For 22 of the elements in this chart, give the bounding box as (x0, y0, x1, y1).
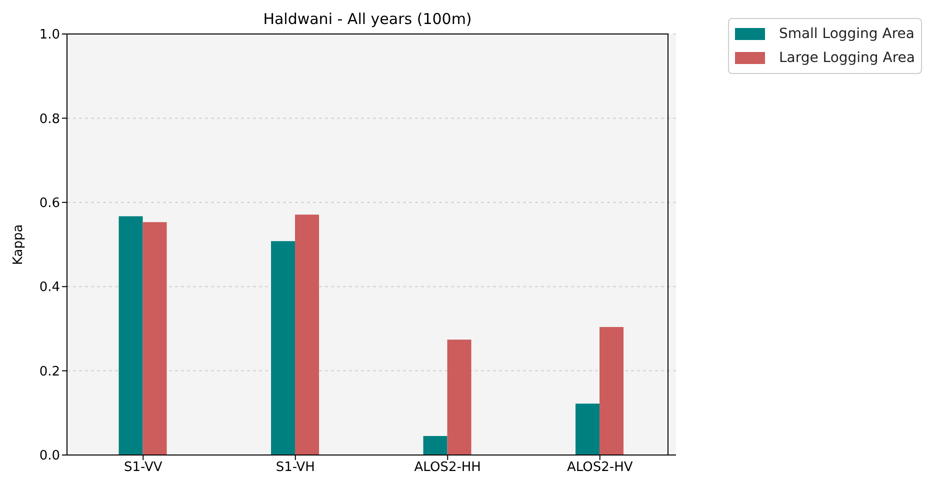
bar (423, 436, 448, 455)
legend-label: Small Logging Area (778, 25, 914, 44)
chart-title: Haldwani - All years (100m) (262, 10, 473, 28)
bar (118, 216, 143, 455)
bar (576, 404, 600, 455)
x-tick-label: S1-VH (276, 460, 315, 476)
bar (600, 327, 624, 455)
y-tick-label: 0.8 (39, 112, 60, 127)
bar (142, 222, 167, 455)
y-tick-label: 0.2 (39, 364, 60, 380)
y-tick-label: 0.4 (39, 280, 60, 296)
x-tick-label: ALOS2-HH (414, 460, 481, 476)
bar (447, 340, 472, 455)
x-tick-label: S1-VV (124, 460, 162, 476)
x-tick-label: ALOS2-HV (566, 460, 633, 476)
y-tick-label: 0.0 (39, 448, 60, 464)
y-tick-label: 0.6 (39, 196, 60, 212)
y-axis-title: Kappa (10, 223, 27, 267)
y-tick-label: 1.0 (39, 28, 60, 43)
bar (271, 241, 296, 455)
legend-label: Large Logging Area (778, 49, 915, 68)
bar (295, 214, 320, 455)
